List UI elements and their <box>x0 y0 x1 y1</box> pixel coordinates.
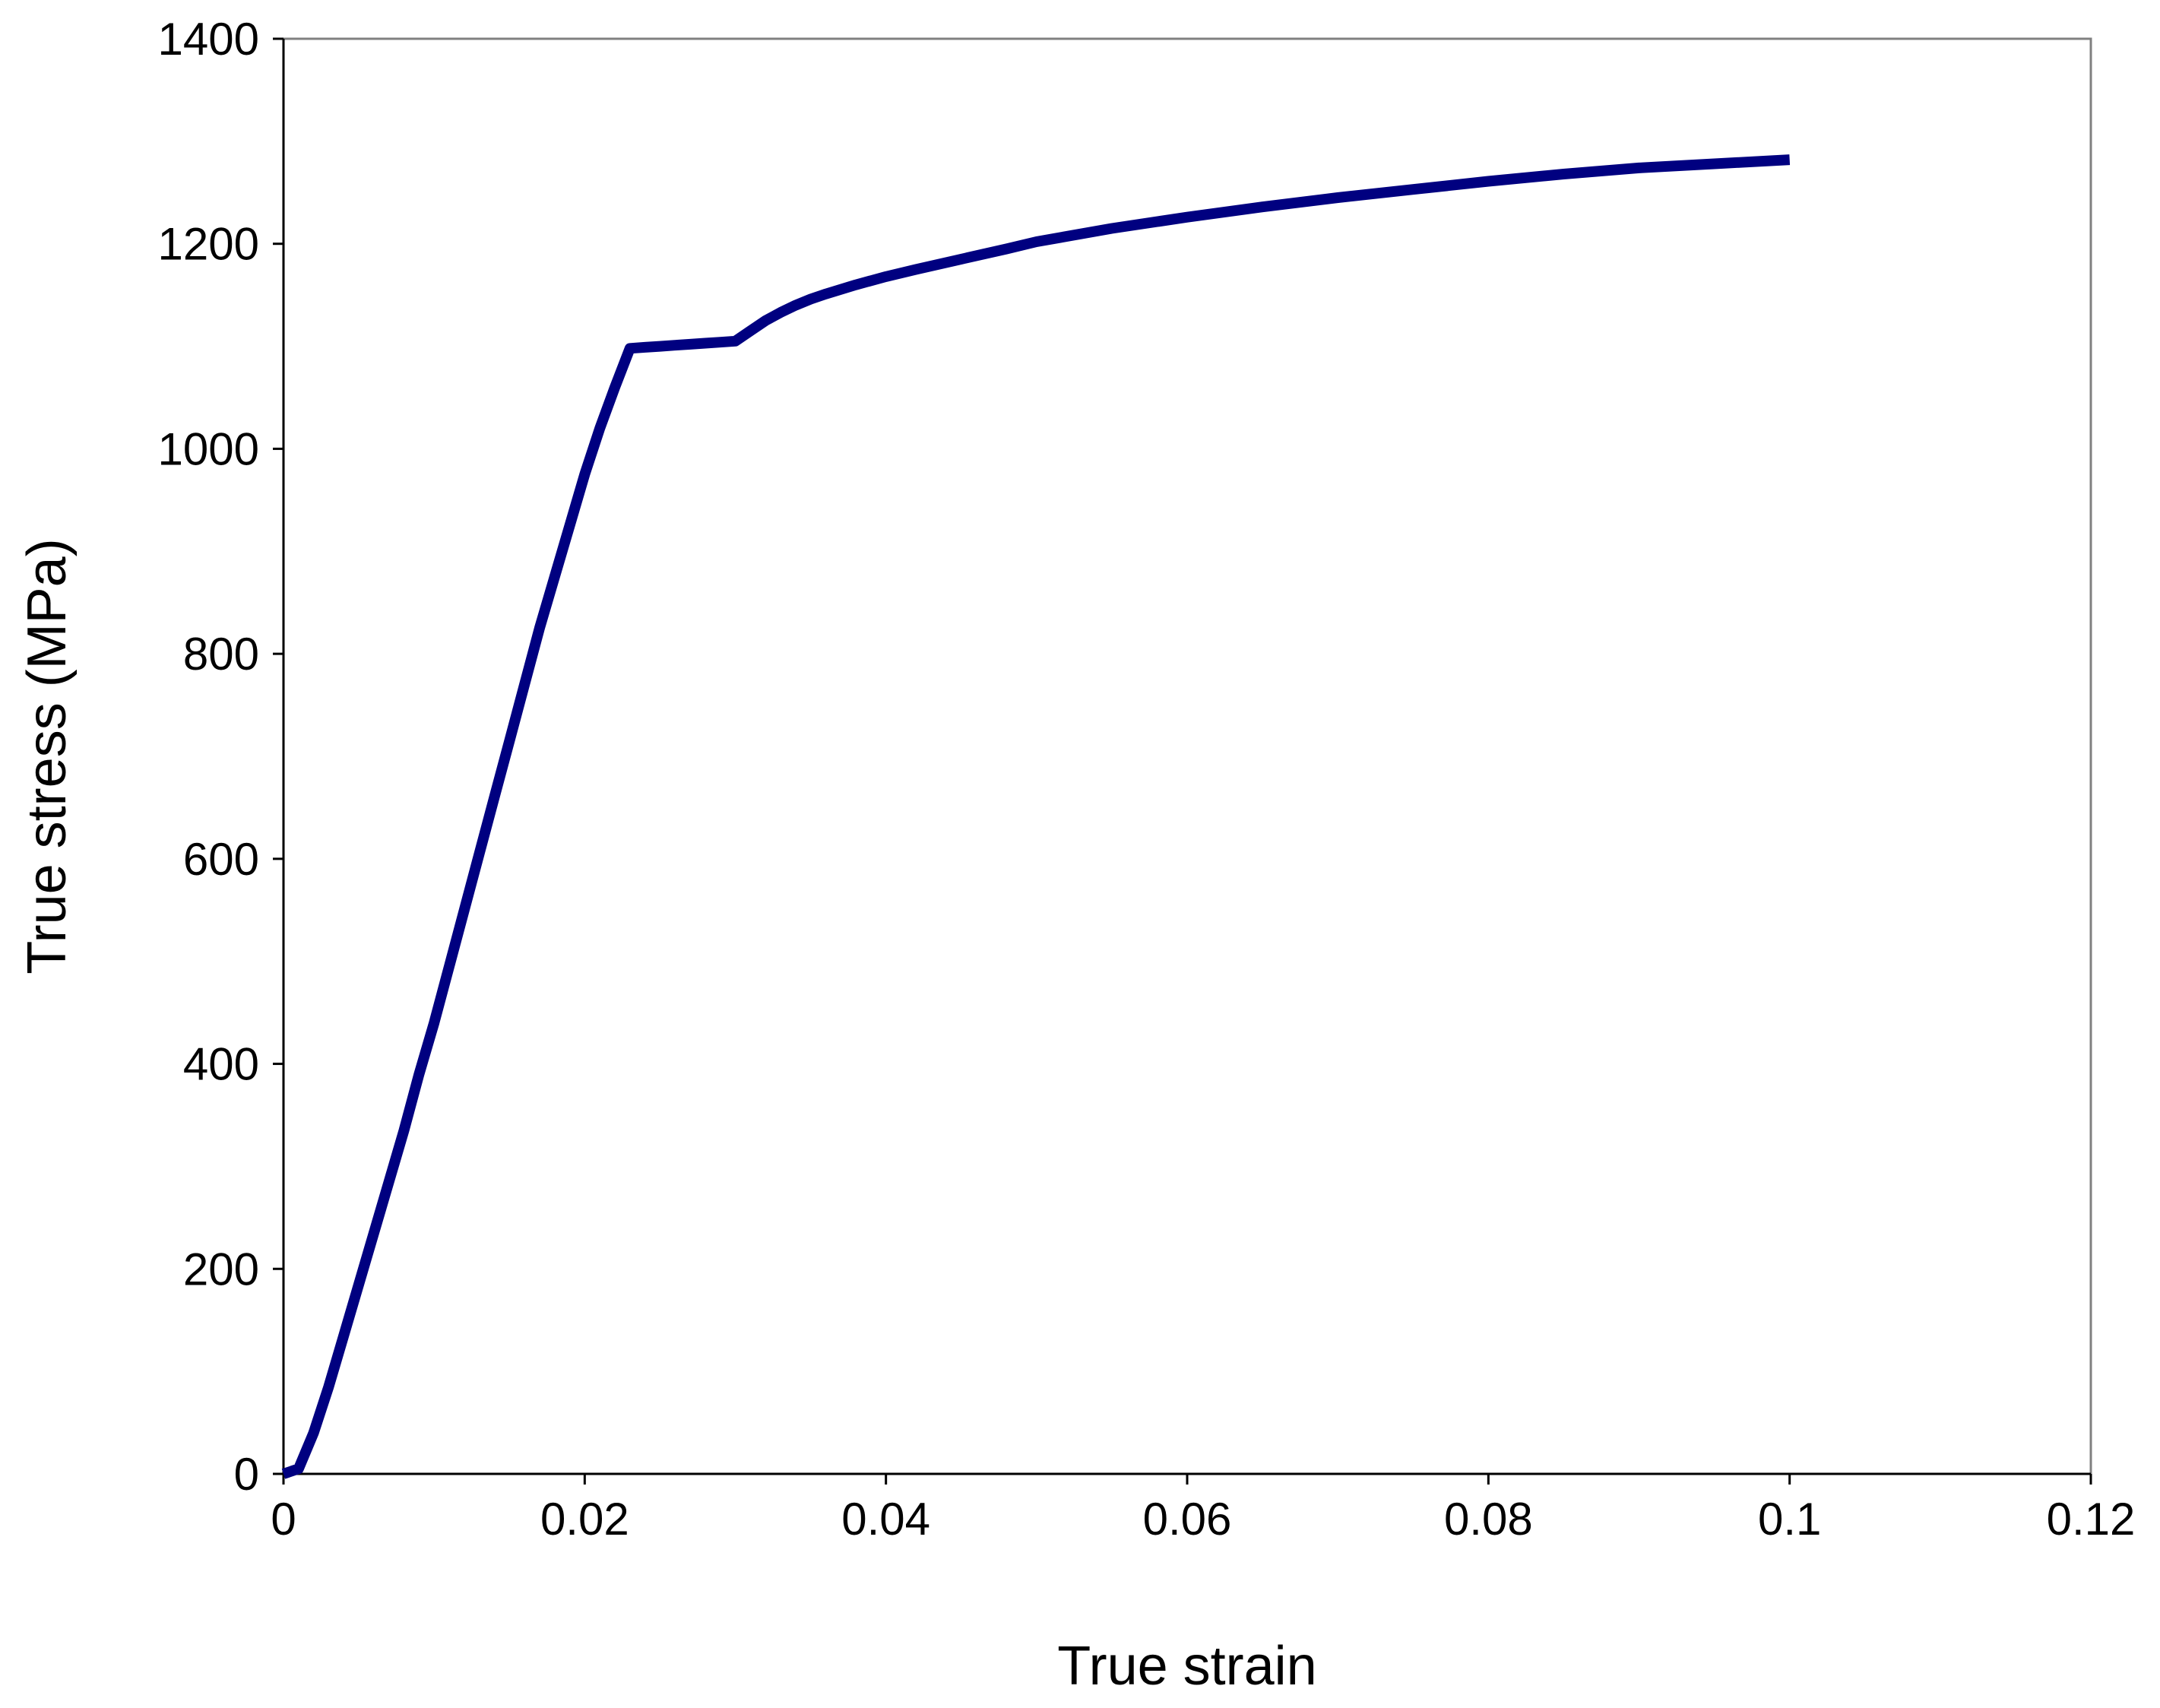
x-tick-label: 0.02 <box>540 1494 629 1545</box>
x-tick-label: 0 <box>271 1494 296 1545</box>
y-tick-label: 600 <box>183 834 259 885</box>
plot-area <box>282 37 2092 1475</box>
y-axis-title: True stress (MPa) <box>17 538 78 974</box>
x-tick-label: 0.08 <box>1444 1494 1533 1545</box>
y-tick-label: 400 <box>183 1039 259 1090</box>
y-tick-label: 0 <box>234 1449 259 1500</box>
y-tick-label: 1400 <box>158 14 259 65</box>
x-tick-label: 0.04 <box>841 1494 930 1545</box>
x-tick-label: 0.12 <box>2047 1494 2136 1545</box>
x-tick-label: 0.06 <box>1143 1494 1232 1545</box>
y-tick-label: 1200 <box>158 219 259 270</box>
y-tick-label: 800 <box>183 629 259 680</box>
y-axis: 0 200 400 600 800 1000 1200 1400 <box>158 14 285 1500</box>
y-tick-label: 200 <box>183 1244 259 1294</box>
x-axis: 0 0.02 0.04 0.06 0.08 0.1 0.12 <box>271 1472 2136 1545</box>
x-axis-title: True strain <box>1057 1636 1316 1697</box>
x-tick-label: 0.1 <box>1758 1494 1821 1545</box>
series-line <box>281 154 1791 1479</box>
y-tick-label: 1000 <box>158 423 259 474</box>
series-layer <box>281 154 1791 1479</box>
